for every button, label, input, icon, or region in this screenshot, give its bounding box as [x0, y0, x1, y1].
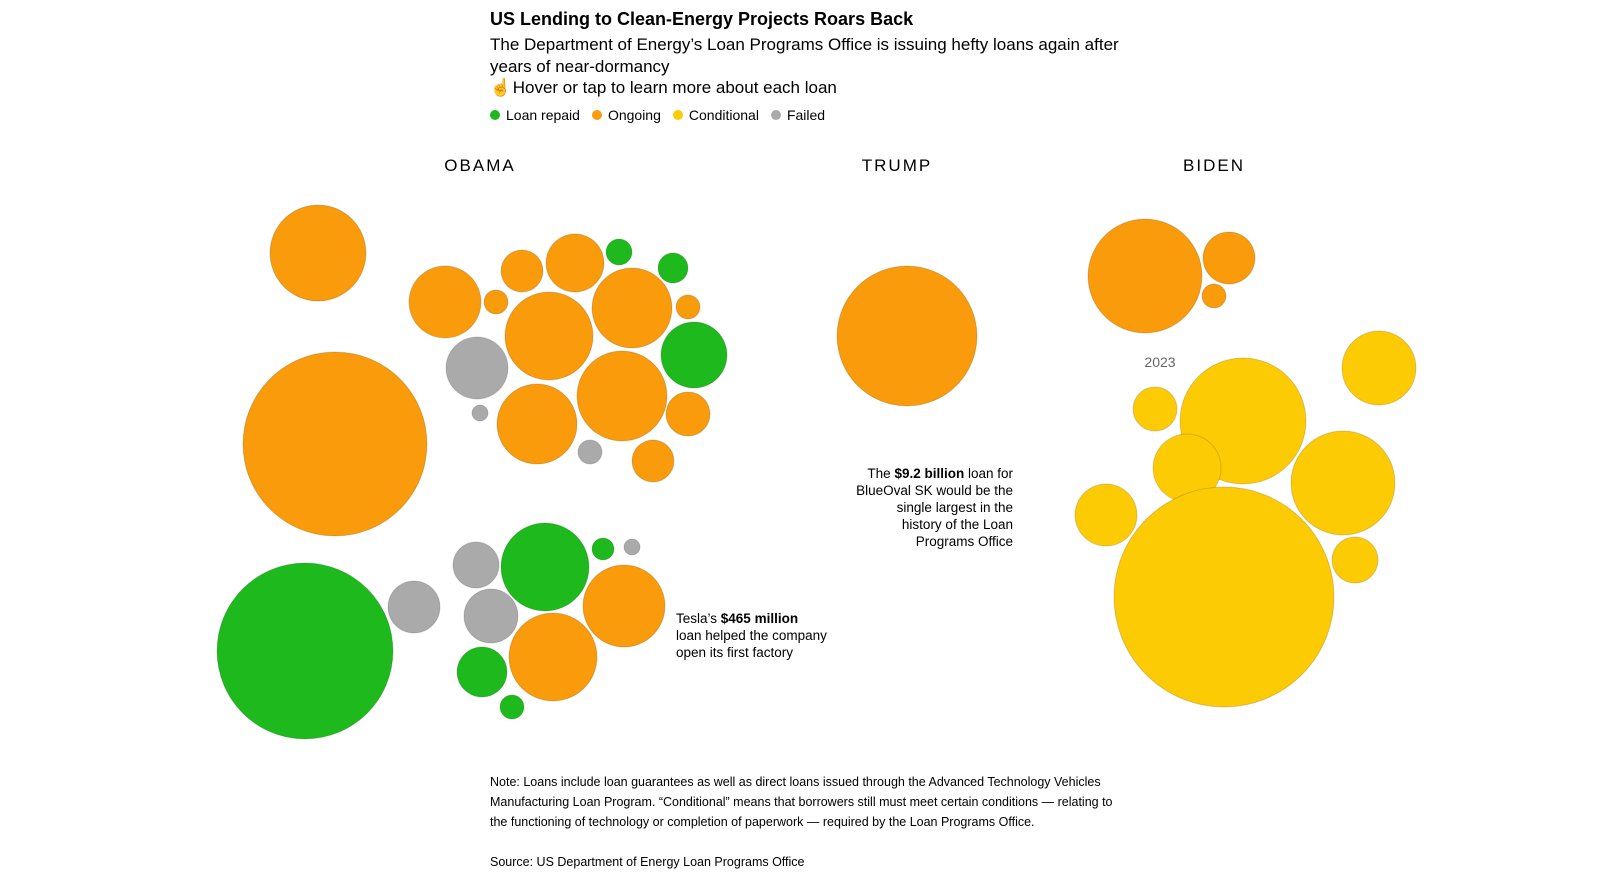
- annotation-blueoval-amount: $9.2 billion: [894, 466, 964, 481]
- loan-bubble[interactable]: [657, 252, 689, 284]
- loan-bubble[interactable]: [387, 580, 441, 634]
- annotation-line: BlueOval SK would be the: [856, 483, 1013, 498]
- annotation-line: single largest in the: [897, 500, 1013, 515]
- annotation-blueoval-body: BlueOval SK would be the single largest i…: [856, 483, 1013, 549]
- loan-bubble[interactable]: [1132, 386, 1178, 432]
- loan-bubble[interactable]: [582, 564, 666, 648]
- loan-bubble[interactable]: [463, 588, 519, 644]
- legend-dot-conditional: [672, 110, 683, 120]
- panel-label-obama: OBAMA: [444, 156, 515, 175]
- panel-label-biden: BIDEN: [1183, 156, 1245, 175]
- loan-bubble[interactable]: [623, 538, 641, 556]
- loan-bubble[interactable]: [591, 267, 673, 349]
- loan-bubble[interactable]: [577, 439, 603, 465]
- chart-subtitle: The Department of Energy’s Loan Programs…: [490, 35, 1119, 76]
- legend-label: Loan repaid: [506, 107, 580, 123]
- loan-bubble[interactable]: [660, 321, 728, 389]
- loan-bubble[interactable]: [1113, 486, 1335, 708]
- loan-bubble[interactable]: [500, 249, 544, 293]
- loan-bubble[interactable]: [496, 383, 578, 465]
- annotation-line: open its first factory: [676, 645, 793, 660]
- loan-bubble[interactable]: [504, 291, 594, 381]
- legend-label: Conditional: [688, 107, 759, 123]
- bubble-group: [216, 204, 1417, 740]
- hover-hint-text: Hover or tap to learn more about each lo…: [512, 78, 837, 97]
- loan-bubble[interactable]: [216, 562, 394, 740]
- annotation-tesla-pre: Tesla’s: [676, 611, 721, 626]
- loan-bubble[interactable]: [483, 289, 509, 315]
- chart-title: US Lending to Clean-Energy Projects Roar…: [490, 9, 914, 29]
- loan-bubble[interactable]: [242, 351, 428, 537]
- legend-item-repaid[interactable]: Loan repaid: [490, 107, 580, 123]
- loan-bubble[interactable]: [545, 233, 605, 293]
- pointer-hand-icon: ☝: [490, 78, 512, 97]
- year-label-2023: 2023: [1144, 354, 1175, 370]
- annotation-tesla-amount: $465 million: [721, 611, 798, 626]
- loan-bubble[interactable]: [269, 204, 367, 302]
- loan-bubble[interactable]: [500, 522, 590, 612]
- legend-item-ongoing[interactable]: Ongoing: [591, 107, 661, 123]
- legend-label: Failed: [786, 107, 826, 123]
- annotation-blueoval-pre: The: [867, 466, 894, 481]
- loan-bubble[interactable]: [1290, 430, 1396, 536]
- annotation-tesla-body: loan helped the company open its first fa…: [676, 628, 827, 660]
- loan-bubble[interactable]: [576, 350, 668, 442]
- loan-bubble[interactable]: [675, 294, 701, 320]
- annotation-blueoval-post: loan for: [964, 466, 1013, 481]
- legend-item-failed[interactable]: Failed: [770, 107, 826, 123]
- loan-bubble[interactable]: [499, 694, 525, 720]
- loan-bubble[interactable]: [508, 612, 598, 702]
- loan-bubble[interactable]: [456, 646, 508, 698]
- legend-item-conditional[interactable]: Conditional: [672, 107, 759, 123]
- loan-bubble[interactable]: [665, 391, 711, 437]
- legend-dot-failed: [770, 110, 781, 120]
- annotation-line: loan helped the company: [676, 628, 827, 643]
- annotation-tesla: Tesla’s $465 million: [676, 611, 798, 626]
- loan-bubble[interactable]: [408, 265, 482, 339]
- legend-dot-ongoing: [591, 110, 602, 120]
- legend-label: Ongoing: [607, 107, 661, 123]
- loan-bubble[interactable]: [471, 404, 489, 422]
- panel-label-trump: TRUMP: [862, 156, 932, 175]
- loan-bubble[interactable]: [1341, 330, 1417, 406]
- loan-bubble[interactable]: [1202, 231, 1256, 285]
- legend: Loan repaid Ongoing Conditional Failed: [490, 107, 825, 123]
- loan-bubble[interactable]: [1201, 283, 1227, 309]
- source-note: Source: US Department of Energy Loan Pro…: [490, 855, 805, 869]
- loan-bubble[interactable]: [1087, 218, 1203, 334]
- annotation-line: Programs Office: [916, 534, 1013, 549]
- loan-bubble[interactable]: [836, 265, 978, 407]
- loan-bubble[interactable]: [452, 541, 500, 589]
- loan-bubble[interactable]: [605, 238, 633, 266]
- loan-bubble[interactable]: [591, 537, 615, 561]
- footnote: Note: Loans include loan guarantees as w…: [490, 775, 1113, 829]
- loan-bubble[interactable]: [445, 336, 509, 400]
- loan-bubble[interactable]: [1074, 483, 1138, 547]
- hover-hint: ☝ Hover or tap to learn more about each …: [490, 77, 837, 99]
- annotation-blueoval: The $9.2 billion loan for: [867, 466, 1013, 481]
- loan-bubble[interactable]: [631, 439, 675, 483]
- legend-dot-repaid: [490, 110, 500, 120]
- loan-bubble[interactable]: [1331, 536, 1379, 584]
- annotation-line: history of the Loan: [902, 517, 1013, 532]
